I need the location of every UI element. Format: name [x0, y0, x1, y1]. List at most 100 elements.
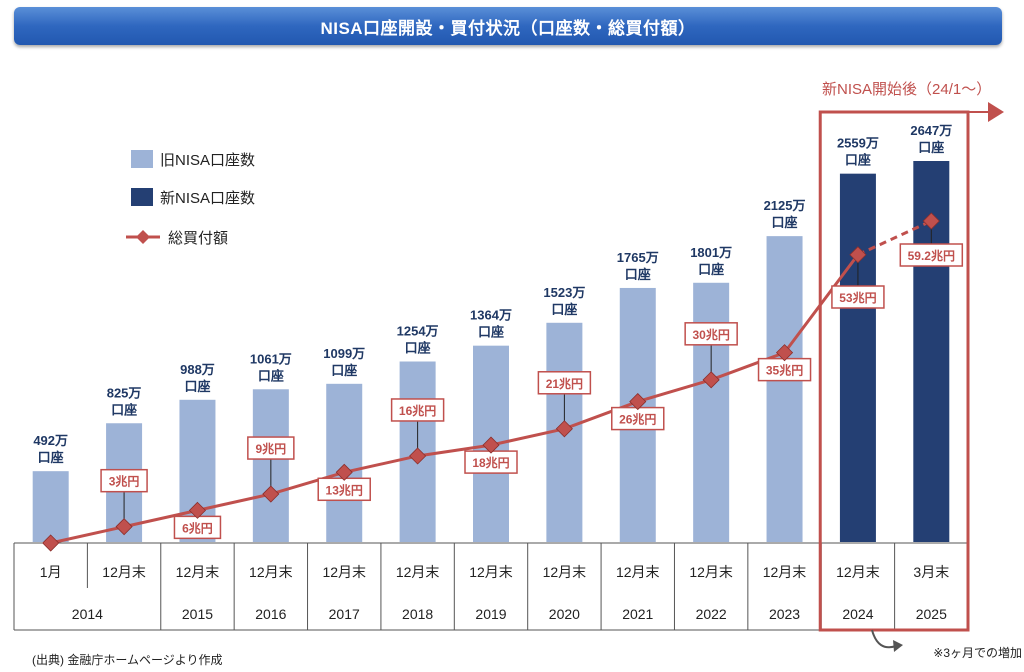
bar-value-label: 1254万: [397, 324, 439, 339]
value-label: 59.2兆円: [908, 248, 955, 263]
legend-new-label: 新NISA口座数: [160, 190, 255, 207]
three-month-note: ※3ヶ月での増加: [933, 646, 1022, 660]
value-box: [100, 468, 148, 493]
x-tick-label: 12月末: [322, 564, 366, 580]
curved-arrow: [871, 629, 897, 649]
bar-unit-label: 口座: [38, 450, 64, 465]
bar-unit-label: 口座: [918, 140, 944, 155]
x-tick-label: 12月末: [249, 564, 293, 580]
value-label: 6兆円: [182, 520, 213, 535]
value-label: 26兆円: [619, 412, 656, 427]
bar-unit-label: 口座: [405, 341, 431, 356]
x-year-label: 2014: [72, 606, 103, 622]
x-axis-table: 1月 12月末 12月末 12月末 12月末 12月末 12月末 12月末 12月末 12月末 12…: [13, 542, 969, 631]
bar-old-nisa: [693, 282, 730, 542]
bar-value-label: 492万: [33, 433, 68, 448]
value-box: [684, 322, 738, 346]
x-year-label: 2024: [842, 606, 873, 622]
x-year-label: 2019: [475, 606, 506, 622]
annotations: 新NISA開始後（24/1～） ※3ヶ月での増加 (出典) 金融庁ホームページより作…: [32, 81, 1022, 667]
value-label: 13兆円: [326, 482, 363, 497]
value-label: 30兆円: [692, 327, 729, 342]
x-tick-label: 12月末: [616, 564, 660, 580]
x-year-label: 2017: [329, 606, 360, 622]
legend-new-swatch: [131, 188, 153, 206]
legend-old-label: 旧NISA口座数: [160, 152, 255, 169]
purchase-line-dashed: [857, 219, 932, 257]
x-tick-label: 12月末: [836, 564, 880, 580]
bar-value-label: 1099万: [323, 346, 365, 361]
x-tick-label: 12月末: [763, 564, 807, 580]
value-label: 3兆円: [109, 474, 140, 489]
value-label: 16兆円: [399, 403, 436, 418]
purchase-line-layer: 3兆円 6兆円 9兆円 13兆円 16兆円 18兆円 21兆円 26兆円 30兆円 35兆円 53兆…: [42, 212, 964, 552]
bar-unit-label: 口座: [625, 267, 651, 282]
x-year-label: 2023: [769, 606, 800, 622]
bar-unit-label: 口座: [331, 363, 357, 378]
bar-unit-label: 口座: [184, 379, 210, 394]
purchase-point: [702, 371, 720, 389]
bar-value-label: 1801万: [690, 245, 732, 260]
purchase-point: [849, 246, 867, 264]
purchase-point: [555, 420, 573, 438]
bar-unit-label: 口座: [845, 153, 871, 168]
source-note: (出典) 金融庁ホームページより作成: [32, 652, 223, 667]
purchase-point: [775, 344, 794, 362]
legend-line-marker: [136, 230, 150, 244]
x-tick-label: 12月末: [469, 564, 513, 580]
bar-value-label: 1523万: [543, 285, 585, 300]
x-tick-label: 12月末: [102, 564, 146, 580]
purchase-line: [50, 253, 860, 545]
bar-value-label: 1765万: [617, 250, 659, 265]
curved-arrow-head: [893, 640, 903, 652]
x-tick-label: 12月末: [543, 564, 587, 580]
bars-layer: 492万口座825万口座988万口座1061万口座1099万口座1254万口座1…: [32, 123, 952, 542]
bar-value-label: 2647万: [910, 123, 952, 138]
bar-value-label: 2559万: [837, 136, 879, 151]
purchase-point: [335, 463, 353, 481]
purchase-point: [262, 485, 280, 503]
bar-unit-label: 口座: [551, 302, 577, 317]
bar-unit-label: 口座: [258, 368, 284, 383]
purchase-point: [115, 518, 133, 536]
bar-value-label: 1061万: [250, 351, 292, 366]
x-year-label: 2016: [255, 606, 286, 622]
bar-unit-label: 口座: [698, 262, 724, 277]
purchase-point: [629, 393, 647, 411]
bar-unit-label: 口座: [478, 325, 504, 340]
x-tick-label: 12月末: [176, 564, 220, 580]
x-tick-label: 12月末: [396, 564, 440, 580]
bar-old-nisa: [766, 236, 803, 542]
bar-new-nisa: [839, 173, 876, 542]
bar-value-label: 1364万: [470, 308, 512, 323]
purchase-point: [922, 212, 940, 230]
value-label: 35兆円: [766, 363, 803, 378]
bar-old-nisa: [32, 471, 69, 542]
x-year-label: 2020: [549, 606, 580, 622]
value-label: 9兆円: [256, 441, 287, 456]
value-box: [390, 398, 445, 422]
new-nisa-label: 新NISA開始後（24/1～）: [822, 81, 991, 98]
x-year-label: 2025: [916, 606, 947, 622]
x-tick-label: 1月: [40, 564, 62, 580]
x-tick-label: 12月末: [689, 564, 733, 580]
value-box: [831, 285, 885, 309]
bar-unit-label: 口座: [111, 402, 137, 417]
purchase-point: [188, 501, 207, 519]
x-tick-label: 3月末: [913, 564, 949, 580]
bar-value-label: 825万: [107, 385, 142, 400]
purchase-point: [482, 436, 500, 454]
bar-unit-label: 口座: [772, 215, 798, 230]
value-box: [899, 243, 964, 267]
purchase-point: [42, 534, 60, 552]
chart-title-bar: NISA口座開設・買付状況（口座数・総買付額）: [14, 7, 1002, 45]
bar-value-label: 988万: [180, 362, 215, 377]
chart-title: NISA口座開設・買付状況（口座数・総買付額）: [320, 18, 696, 38]
bar-old-nisa: [326, 383, 363, 542]
value-label: 21兆円: [546, 376, 583, 391]
value-label: 53兆円: [839, 290, 876, 305]
legend-line-label: 総買付額: [168, 230, 228, 247]
value-box: [247, 436, 295, 460]
